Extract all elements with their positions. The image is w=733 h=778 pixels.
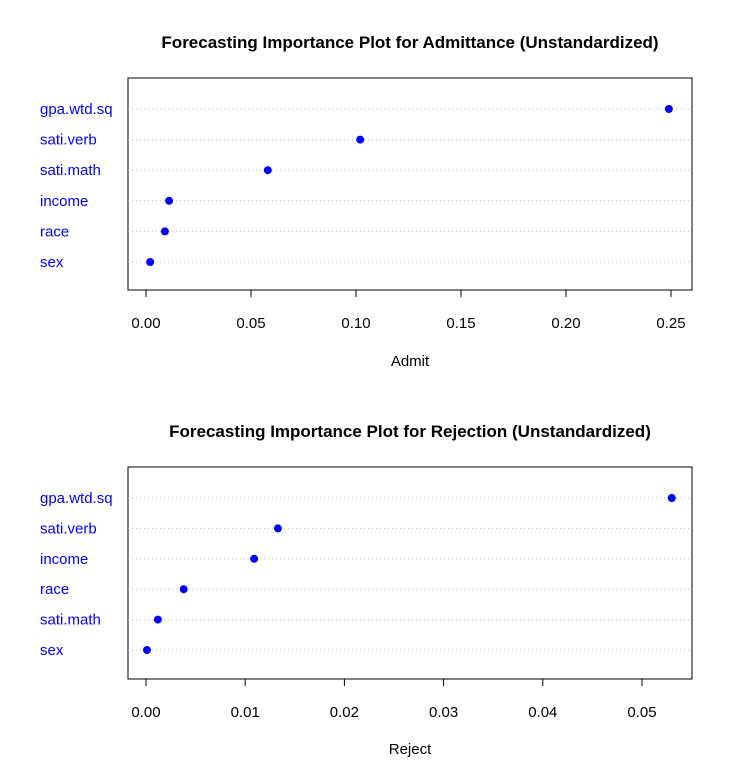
category-label: income [40,551,88,568]
data-point [250,554,259,563]
data-point [165,196,174,205]
x-axis-label: Admit [391,353,430,370]
data-point [664,105,673,113]
category-label: sati.math [40,612,101,629]
data-point [146,258,155,266]
category-label: sex [40,642,64,659]
x-axis-label: Reject [389,741,432,758]
x-tick-label: 0.20 [551,315,580,332]
data-point [273,524,282,533]
data-point [263,166,272,175]
plot-frame [127,77,693,291]
category-label: gpa.wtd.sq [40,101,113,118]
data-point [142,646,151,654]
data-point [356,135,365,144]
data-point [179,585,188,594]
category-label: sati.verb [40,132,97,149]
x-tick-label: 0.10 [341,315,370,332]
x-tick-label: 0.02 [330,704,359,721]
x-tick-label: 0.15 [446,315,475,332]
x-tick-label: 0.01 [231,704,260,721]
category-label: race [40,223,69,240]
x-tick-label: 0.25 [656,315,685,332]
reject-importance-chart: Forecasting Importance Plot for Rejectio… [40,422,693,758]
category-label: sati.verb [40,520,97,537]
x-tick-label: 0.00 [131,704,160,721]
plot-frame [127,466,693,680]
x-tick-label: 0.03 [429,704,458,721]
x-tick-label: 0.00 [131,315,160,332]
data-point [160,227,169,236]
x-tick-label: 0.04 [528,704,557,721]
category-label: sati.math [40,162,101,179]
category-label: race [40,581,69,598]
chart-title: Forecasting Importance Plot for Rejectio… [169,422,651,441]
data-point [153,615,162,624]
x-tick-label: 0.05 [236,315,265,332]
category-label: gpa.wtd.sq [40,490,113,507]
admit-importance-chart: Forecasting Importance Plot for Admittan… [40,33,693,370]
category-label: income [40,193,88,210]
x-tick-label: 0.05 [627,704,656,721]
chart-title: Forecasting Importance Plot for Admittan… [161,33,658,52]
category-label: sex [40,254,64,271]
data-point [667,494,676,502]
